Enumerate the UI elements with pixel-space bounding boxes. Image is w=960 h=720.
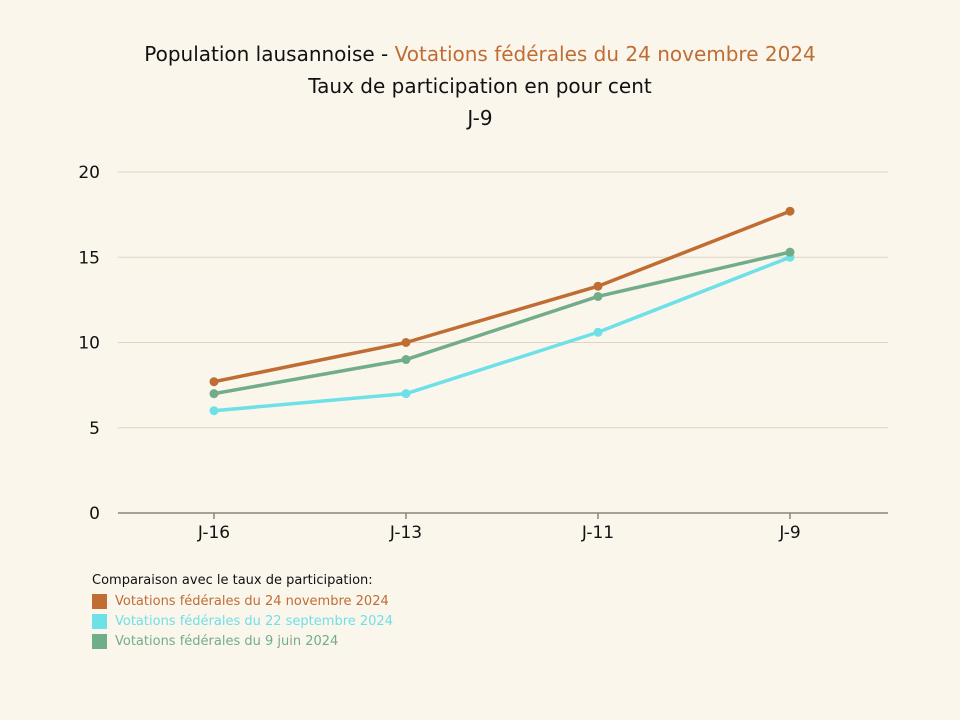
chart-subtitle: Taux de participation en pour cent — [308, 74, 652, 98]
data-point-series-2 — [593, 327, 603, 337]
data-point-series-3 — [593, 291, 603, 301]
data-point-series-3 — [209, 389, 219, 399]
y-tick-label: 10 — [78, 334, 100, 354]
data-point-series-1 — [593, 281, 603, 291]
chart-title-highlight: Votations fédérales du 24 novembre 2024 — [394, 42, 816, 66]
data-point-series-2 — [401, 389, 411, 399]
legend-swatch — [92, 593, 107, 609]
legend-label: Votations fédérales du 9 juin 2024 — [115, 633, 339, 649]
legend-label: Votations fédérales du 24 novembre 2024 — [115, 593, 389, 609]
data-point-series-3 — [401, 355, 411, 365]
series-line-2 — [212, 255, 792, 413]
chart-period: J-9 — [467, 106, 493, 130]
x-tick-label: J-16 — [197, 523, 230, 543]
chart-title-prefix: Population lausannoise - — [144, 42, 395, 66]
data-point-series-1 — [401, 338, 411, 347]
legend-item: Votations fédérales du 24 novembre 2024 — [92, 591, 393, 611]
x-tick-label: J-9 — [778, 523, 800, 543]
chart-title: Population lausannoise - Votations fédér… — [0, 38, 960, 70]
series-line-3 — [212, 250, 792, 396]
legend-item: Votations fédérales du 9 juin 2024 — [92, 631, 393, 651]
x-tick-label: J-13 — [389, 523, 422, 543]
legend-label: Votations fédérales du 22 septembre 2024 — [115, 613, 393, 629]
legend-item: Votations fédérales du 22 septembre 2024 — [92, 611, 393, 631]
chart-title-block: Population lausannoise - Votations fédér… — [0, 38, 960, 134]
y-tick-label: 15 — [78, 248, 100, 268]
data-point-series-3 — [785, 247, 795, 257]
legend-items: Votations fédérales du 24 novembre 2024 V… — [92, 591, 393, 651]
legend-heading: Comparaison avec le taux de participatio… — [92, 573, 373, 588]
x-tick-label: J-11 — [581, 523, 614, 543]
y-tick-label: 5 — [89, 419, 100, 439]
legend-swatch — [92, 613, 107, 629]
chart-legend: Comparaison avec le taux de participatio… — [92, 573, 393, 651]
data-point-series-1 — [785, 206, 795, 216]
data-point-series-1 — [209, 377, 219, 387]
series-line-1 — [212, 209, 792, 384]
data-point-series-2 — [209, 406, 219, 416]
y-tick-label: 0 — [89, 504, 100, 524]
legend-swatch — [92, 633, 107, 649]
y-tick-label: 20 — [78, 163, 100, 183]
